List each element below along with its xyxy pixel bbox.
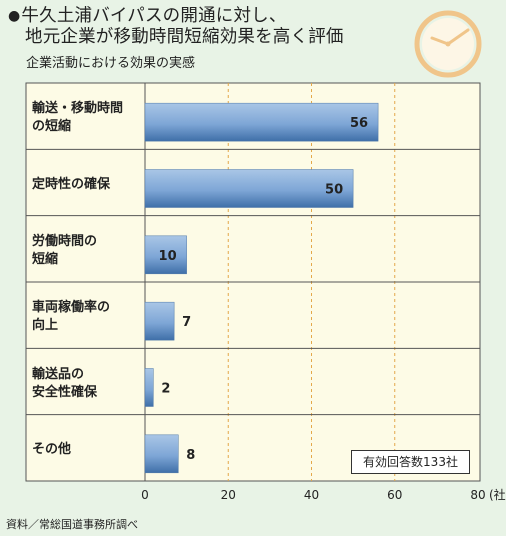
data-label: 50 <box>325 183 343 198</box>
x-tick-label: 0 <box>141 488 149 502</box>
data-label: 8 <box>186 448 195 463</box>
category-label: 輸送品の 安全性確保 <box>32 366 142 402</box>
category-label: 輸送・移動時間 の短縮 <box>32 100 142 136</box>
x-tick-label: 60 <box>387 488 402 502</box>
x-tick-label: 80 <box>470 488 485 502</box>
data-label: 2 <box>161 382 170 397</box>
category-label: 労働時間の 短縮 <box>32 233 142 269</box>
source-note: 資料／常総国道事務所調べ <box>6 516 138 532</box>
category-label-line: 短縮 <box>32 251 142 269</box>
bar <box>145 103 378 141</box>
category-label-line: 安全性確保 <box>32 384 142 402</box>
category-label-line: 車両稼働率の <box>32 299 142 317</box>
category-label: 車両稼働率の 向上 <box>32 299 142 335</box>
bar <box>145 369 153 407</box>
x-tick-label: 20 <box>221 488 236 502</box>
category-label: 定時性の確保 <box>32 176 142 194</box>
category-label-line: 定時性の確保 <box>32 176 142 194</box>
x-unit-label: (社) <box>489 487 506 502</box>
response-count-note: 有効回答数133社 <box>351 450 470 474</box>
category-label-line: 輸送・移動時間 <box>32 100 142 118</box>
data-label: 10 <box>159 249 177 264</box>
category-label-line: 輸送品の <box>32 366 142 384</box>
category-label-line: 労働時間の <box>32 233 142 251</box>
x-tick-label: 40 <box>304 488 319 502</box>
bar <box>145 170 353 208</box>
category-label-line: その他 <box>32 441 142 459</box>
data-label: 56 <box>350 116 368 131</box>
category-label-line: の短縮 <box>32 118 142 136</box>
category-label-line: 向上 <box>32 317 142 335</box>
category-label: その他 <box>32 441 142 459</box>
bar <box>145 435 178 473</box>
data-label: 7 <box>182 315 191 330</box>
bar <box>145 302 174 340</box>
